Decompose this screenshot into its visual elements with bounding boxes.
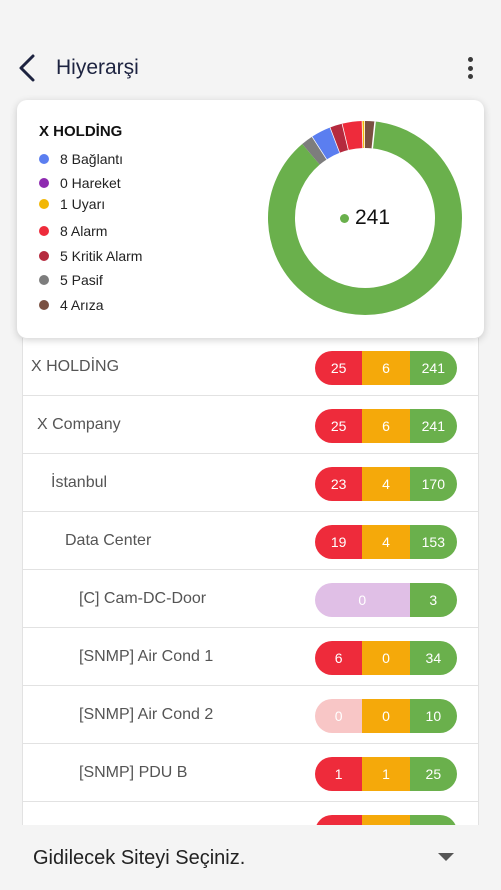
chevron-left-icon (19, 54, 35, 82)
status-count-segment: 0 (315, 583, 410, 617)
hierarchy-row[interactable]: X HOLDİNG 25 6 241 (23, 338, 478, 396)
hierarchy-row[interactable]: Data Center 19 4 153 (23, 512, 478, 570)
footer: Gidilecek Siteyi Seçiniz. (0, 825, 501, 890)
status-count-pill: 19 4 153 (315, 525, 457, 559)
donut-slice (330, 123, 349, 153)
legend-label: 1 Uyarı (60, 196, 106, 212)
status-count-segment (315, 815, 363, 825)
donut-slice (302, 136, 328, 165)
hierarchy-row-label: [SNMP] Air Cond 2 (79, 706, 214, 723)
hierarchy-row-label: [SNMP] Air Cond 1 (79, 648, 214, 665)
status-count-pill: 23 4 170 (315, 467, 457, 501)
legend-dot (39, 154, 49, 164)
legend-item: 5 Kritik Alarm (39, 247, 142, 265)
status-count-segment: 6 (362, 409, 410, 443)
status-count-segment: 23 (315, 467, 363, 501)
legend-label: 8 Bağlantı (60, 151, 124, 167)
status-count-segment: 19 (315, 525, 363, 559)
status-count-segment: 25 (409, 757, 457, 791)
status-count-segment: 10 (409, 699, 457, 733)
legend-item: 8 Alarm (39, 222, 107, 240)
status-count-segment: 6 (362, 351, 410, 385)
donut-slice-separator (311, 136, 328, 160)
hierarchy-row[interactable]: [SNMP] Air Cond 1 6 0 34 (23, 628, 478, 686)
status-count-segment: 153 (409, 525, 457, 559)
legend-label: 0 Hareket (60, 175, 121, 191)
legend-label: 4 Arıza (60, 297, 104, 313)
legend-item: 1 Uyarı (39, 195, 105, 213)
donut-slice (268, 121, 462, 315)
status-count-segment: 1 (315, 757, 363, 791)
legend-dot (39, 251, 49, 261)
hierarchy-row[interactable]: X Company 25 6 241 (23, 396, 478, 454)
legend-item: 4 Arıza (39, 296, 104, 314)
status-count-pill: 1 1 25 (315, 757, 457, 791)
status-bar (0, 0, 501, 36)
status-count-segment: 241 (409, 409, 457, 443)
donut-slice (312, 127, 341, 160)
page-title: Hiyerarşi (56, 56, 139, 79)
legend-label: 5 Pasif (60, 272, 103, 288)
status-count-segment: 0 (362, 699, 410, 733)
status-count-segment: 0 (362, 641, 410, 675)
donut-slice-separator (371, 121, 376, 149)
hierarchy-list: X HOLDİNG 25 6 241 X Company 25 6 241 İstanbul 23… (22, 338, 479, 825)
hierarchy-row-label: Data Center (65, 532, 152, 549)
status-count-segment (362, 815, 410, 825)
status-count-segment: 1 (362, 757, 410, 791)
legend-item: 8 Bağlantı (39, 150, 123, 168)
hierarchy-row[interactable]: [C] Cam-DC-Door 0 3 (23, 570, 478, 628)
legend-dot (39, 300, 49, 310)
hierarchy-row-label: X HOLDİNG (31, 358, 120, 375)
legend-dot (39, 199, 49, 209)
status-count-segment: 25 (315, 409, 363, 443)
status-count-segment: 6 (315, 641, 363, 675)
legend-label: 8 Alarm (60, 223, 108, 239)
legend-dot (39, 275, 49, 285)
hierarchy-row[interactable] (23, 802, 478, 825)
status-count-segment: 3 (409, 583, 457, 617)
donut-slice (342, 121, 364, 150)
legend-dot (39, 226, 49, 236)
status-count-segment (409, 815, 457, 825)
dropdown-caret-icon (438, 853, 454, 861)
status-count-segment: 4 (362, 525, 410, 559)
status-count-segment: 4 (362, 467, 410, 501)
back-button[interactable] (12, 52, 42, 84)
status-count-segment: 0 (315, 699, 363, 733)
status-count-pill (315, 815, 457, 825)
status-count-pill: 25 6 241 (315, 351, 457, 385)
summary-card: X HOLDİNG 8 Bağlantı 0 Hareket 1 Uyarı 8 Al… (17, 100, 484, 338)
legend-label: 5 Kritik Alarm (60, 248, 143, 264)
more-vertical-icon[interactable] (460, 54, 480, 82)
hierarchy-row[interactable]: [SNMP] PDU B 1 1 25 (23, 744, 478, 802)
hierarchy-row-label: İstanbul (51, 474, 108, 491)
status-count-segment: 241 (409, 351, 457, 385)
hierarchy-row-label: [C] Cam-DC-Door (79, 590, 207, 607)
status-count-pill: 25 6 241 (315, 409, 457, 443)
hierarchy-row-label: X Company (37, 416, 121, 433)
status-donut-chart (268, 121, 462, 315)
status-count-pill: 0 0 10 (315, 699, 457, 733)
site-select-dropdown[interactable]: Gidilecek Siteyi Seçiniz. (0, 825, 501, 890)
status-count-segment: 25 (315, 351, 363, 385)
hierarchy-row[interactable]: [SNMP] Air Cond 2 0 0 10 (23, 686, 478, 744)
site-select-label: Gidilecek Siteyi Seçiniz. (33, 847, 246, 869)
summary-title: X HOLDİNG (39, 123, 123, 140)
legend-item: 5 Pasif (39, 271, 103, 289)
legend-item: 0 Hareket (39, 174, 121, 192)
status-count-segment: 170 (409, 467, 457, 501)
status-count-pill: 6 0 34 (315, 641, 457, 675)
app-bar: Hiyerarşi (0, 36, 501, 100)
hierarchy-row[interactable]: İstanbul 23 4 170 (23, 454, 478, 512)
legend-dot (39, 178, 49, 188)
status-count-segment: 34 (409, 641, 457, 675)
hierarchy-row-label: [SNMP] PDU B (79, 764, 188, 781)
